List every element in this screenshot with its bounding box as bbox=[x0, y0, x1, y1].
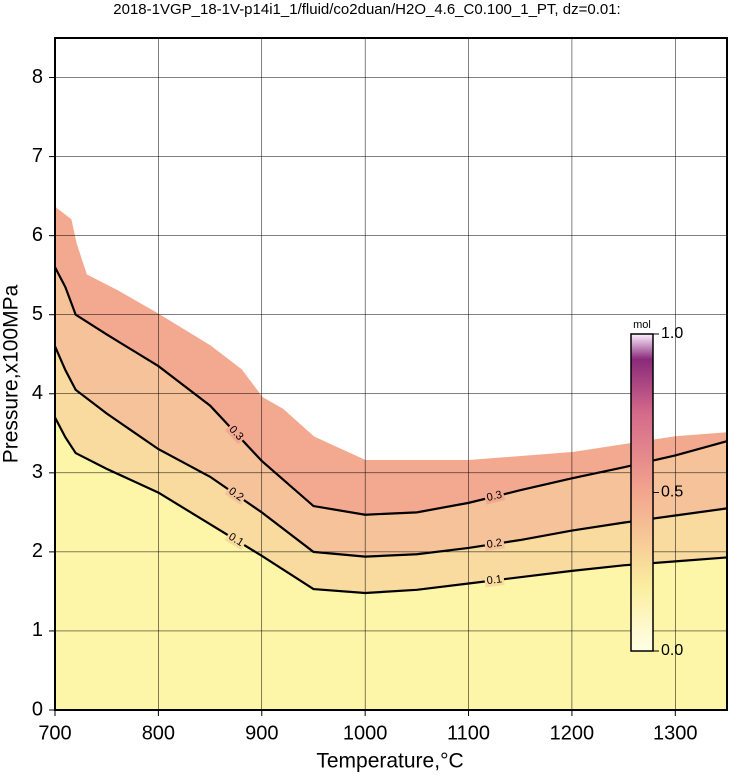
x-tick-label: 1100 bbox=[447, 722, 490, 744]
contour-label: 0.3 bbox=[486, 489, 504, 504]
contour-label-bg bbox=[224, 484, 248, 505]
x-tick-label: 1000 bbox=[343, 722, 388, 744]
y-tick-label: 5 bbox=[32, 303, 43, 325]
contour-label-bg bbox=[483, 488, 506, 505]
contour-label-bg bbox=[483, 536, 505, 552]
x-tick-label: 700 bbox=[38, 722, 71, 744]
contour-label-bg bbox=[484, 573, 505, 588]
contour-label-bg bbox=[224, 529, 248, 551]
y-tick-label: 6 bbox=[32, 224, 43, 246]
y-tick-label: 3 bbox=[32, 461, 43, 483]
y-tick-label: 0 bbox=[32, 698, 43, 720]
plot-frame bbox=[54, 37, 728, 711]
colorbar-label: mol bbox=[633, 319, 651, 331]
y-tick-label: 2 bbox=[32, 540, 43, 562]
x-tick-label: 1200 bbox=[550, 722, 595, 744]
x-tick-label: 800 bbox=[142, 722, 175, 744]
y-tick-label: 1 bbox=[32, 619, 43, 641]
chart-title: 2018-1VGP_18-1V-p14i1_1/fluid/co2duan/H2… bbox=[113, 1, 620, 18]
y-tick-label: 7 bbox=[32, 145, 43, 167]
y-axis-label: Pressure,x100MPa bbox=[0, 284, 23, 463]
colorbar-tick-label: 1.0 bbox=[661, 325, 683, 342]
contour-label-bg bbox=[225, 422, 247, 445]
contour-label: 0.2 bbox=[486, 537, 503, 551]
contour-line bbox=[54, 416, 728, 595]
colorbar-tick-label: 0.5 bbox=[661, 484, 683, 501]
contour-label: 0.1 bbox=[486, 573, 503, 587]
contour-line bbox=[54, 266, 728, 516]
colorbar-tick-label: 0.0 bbox=[661, 642, 683, 659]
x-tick-label: 1300 bbox=[653, 722, 698, 744]
x-axis-label: Temperature,°C bbox=[316, 750, 463, 773]
contour-line bbox=[53, 345, 728, 558]
y-tick-label: 4 bbox=[32, 382, 43, 404]
y-tick-label: 8 bbox=[32, 66, 43, 88]
x-tick-label: 900 bbox=[245, 722, 278, 744]
colorbar bbox=[630, 333, 654, 652]
